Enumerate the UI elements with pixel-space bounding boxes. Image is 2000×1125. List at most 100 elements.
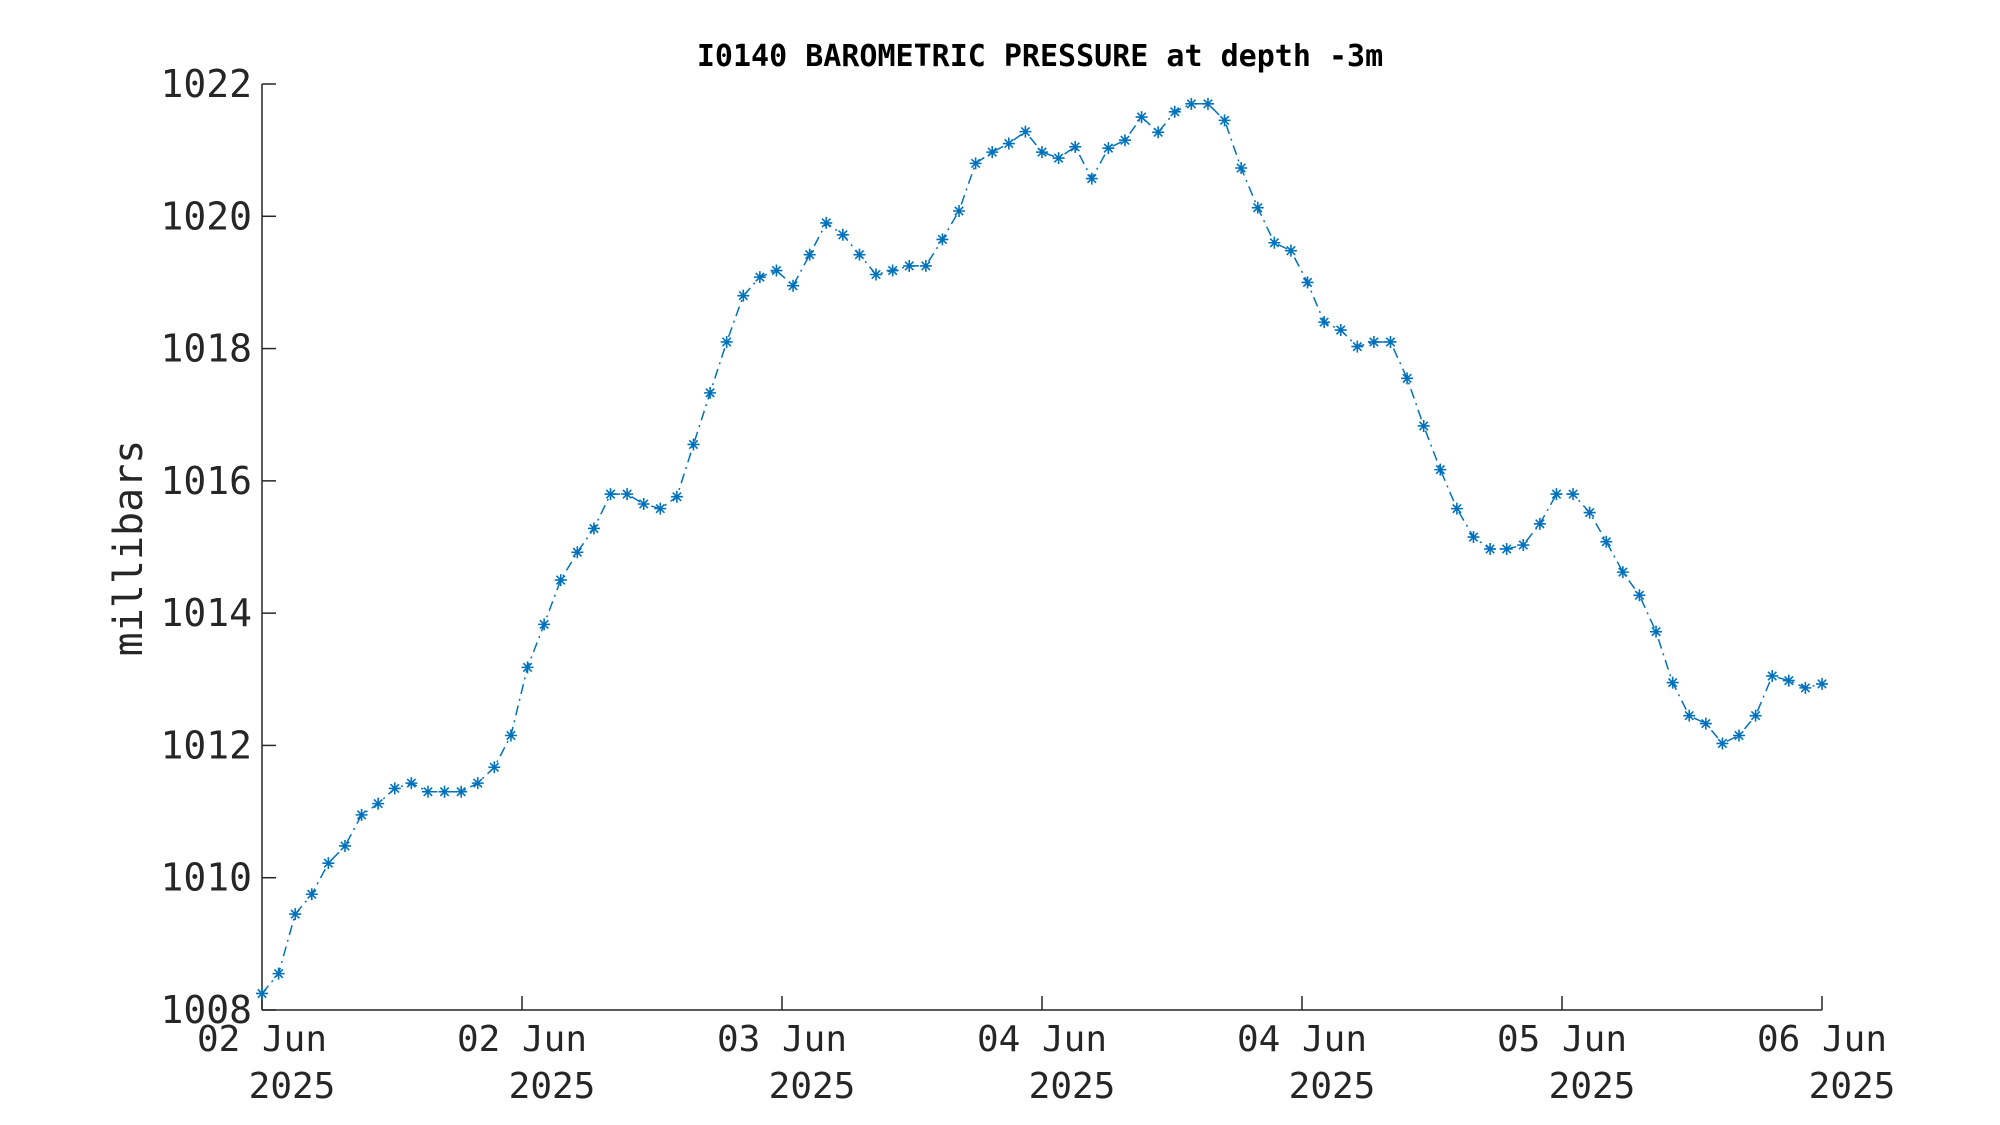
data-point-marker <box>372 797 385 810</box>
y-tick-label: 1014 <box>160 591 252 635</box>
x-tick-label-year: 2025 <box>1289 1066 1376 1107</box>
data-point-marker <box>1002 137 1015 150</box>
data-point-marker <box>654 502 667 515</box>
data-point-marker <box>554 574 567 587</box>
data-point-marker <box>1766 669 1779 682</box>
data-point-marker <box>322 857 335 870</box>
chart-title: I0140 BAROMETRIC PRESSURE at depth -3m <box>697 39 1383 74</box>
data-point-marker <box>1616 566 1629 579</box>
data-point-marker <box>1152 126 1165 139</box>
y-tick-label: 1012 <box>160 723 252 767</box>
data-point-marker <box>1334 324 1347 337</box>
x-tick-label-year: 2025 <box>1549 1066 1636 1107</box>
data-point-marker <box>1799 681 1812 694</box>
data-point-marker <box>1102 142 1115 155</box>
x-tick-label-date: 06 Jun <box>1757 1019 1887 1060</box>
data-point-marker <box>1268 236 1281 249</box>
x-ticks: 02 Jun 2025 02 Jun 2025 03 Jun 2025 04 Jun 2025… <box>197 996 1895 1107</box>
x-tick-label-year: 2025 <box>1029 1066 1116 1107</box>
data-point-marker <box>1500 542 1513 555</box>
data-point-marker <box>670 490 683 503</box>
data-point-marker <box>1666 676 1679 689</box>
data-point-marker <box>886 264 899 277</box>
data-point-marker <box>289 908 302 921</box>
y-tick-label: 1022 <box>160 62 252 106</box>
data-point-marker <box>1118 134 1131 147</box>
data-point-marker <box>1251 201 1264 214</box>
data-point-marker <box>1085 172 1098 185</box>
data-point-marker <box>1517 539 1530 552</box>
data-point-marker <box>1318 316 1331 329</box>
data-point-marker <box>687 438 700 451</box>
data-point-marker <box>256 987 268 1000</box>
data-point-marker <box>1235 162 1248 175</box>
data-point-marker <box>1019 125 1032 138</box>
data-point-marker <box>820 216 833 229</box>
x-tick-label-year: 2025 <box>769 1066 856 1107</box>
data-point-marker <box>704 386 717 399</box>
y-tick-label: 1016 <box>160 459 252 503</box>
data-point-marker <box>1533 517 1546 530</box>
data-point-marker <box>355 808 368 821</box>
x-tick-label-date: 02 Jun <box>197 1019 327 1060</box>
data-point-marker <box>1467 531 1480 544</box>
data-point-marker <box>953 204 966 217</box>
data-point-marker <box>455 785 468 798</box>
data-point-marker <box>1367 335 1380 348</box>
data-point-marker <box>1550 488 1563 501</box>
data-point-marker <box>986 146 999 159</box>
data-point-marker <box>272 967 285 980</box>
y-axis-label: millibars <box>106 440 152 657</box>
data-point-marker <box>571 546 584 559</box>
data-point-marker <box>471 777 484 790</box>
data-point-marker <box>1218 114 1231 127</box>
data-point-marker <box>770 264 783 277</box>
x-tick-label-date: 02 Jun <box>457 1019 587 1060</box>
data-point-marker <box>405 777 418 790</box>
data-point-marker <box>438 785 451 798</box>
data-point-marker <box>1036 146 1048 159</box>
data-point-marker <box>305 888 318 901</box>
data-point-marker <box>488 761 501 774</box>
data-point-marker <box>388 782 401 795</box>
data-point-marker <box>1185 97 1198 110</box>
data-point-marker <box>637 498 650 511</box>
data-point-marker <box>338 839 351 852</box>
data-point-marker <box>720 335 733 348</box>
data-point-marker <box>1052 152 1065 165</box>
data-point-marker <box>1384 335 1397 348</box>
data-point-marker <box>903 259 916 272</box>
data-point-marker <box>1168 105 1181 118</box>
y-tick-label: 1010 <box>160 856 252 900</box>
data-point-marker <box>1600 535 1613 548</box>
x-tick-label-date: 03 Jun <box>717 1019 847 1060</box>
data-point-marker <box>1716 737 1729 750</box>
series-line <box>261 103 1823 994</box>
y-tick-label: 1008 <box>160 988 252 1032</box>
data-point-marker <box>853 248 866 261</box>
data-point-marker <box>787 279 800 292</box>
data-point-marker <box>604 488 617 501</box>
x-tick-label-year: 2025 <box>249 1066 336 1107</box>
y-ticks: 1008 1010 1012 1014 1016 1018 1020 1022 <box>160 62 276 1032</box>
data-point-marker <box>621 488 634 501</box>
x-tick-label-year: 2025 <box>509 1066 596 1107</box>
data-point-marker <box>1816 677 1828 690</box>
data-point-marker <box>969 157 982 170</box>
y-tick-label: 1018 <box>160 327 252 371</box>
data-point-marker <box>1733 729 1746 742</box>
data-point-marker <box>1284 244 1297 257</box>
data-point-marker <box>1069 140 1082 153</box>
y-tick-label: 1020 <box>160 194 252 238</box>
data-point-marker <box>421 785 434 798</box>
data-point-marker <box>1135 111 1148 124</box>
data-point-marker <box>1401 372 1414 385</box>
data-point-marker <box>1567 488 1580 501</box>
data-point-marker <box>753 271 766 284</box>
data-point-marker <box>521 661 534 674</box>
data-point-marker <box>1782 674 1795 687</box>
x-tick-label-date: 04 Jun <box>977 1019 1107 1060</box>
x-tick-label-year: 2025 <box>1809 1066 1896 1107</box>
data-point-marker <box>919 259 932 272</box>
series-markers <box>256 97 1828 1000</box>
